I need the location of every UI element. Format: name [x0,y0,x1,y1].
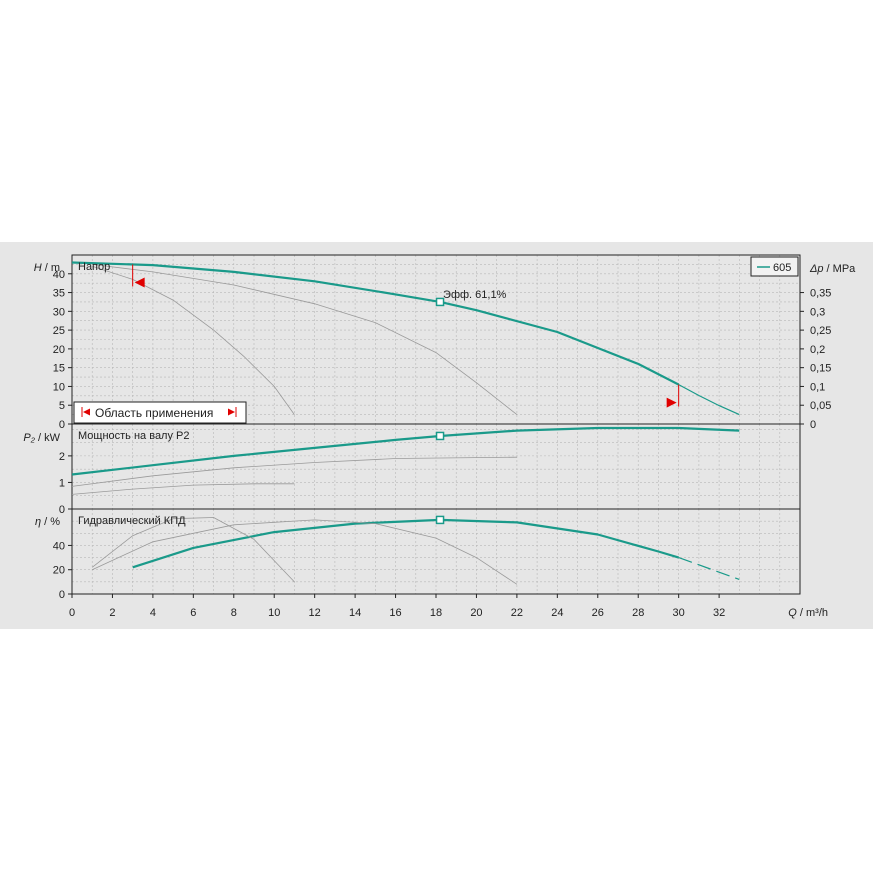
y-axis-symbol: P₂ [23,432,35,444]
y-tick-label: 25 [53,325,65,337]
y-tick-label: 40 [53,540,65,552]
duty-point-marker [435,515,445,525]
x-axis-sep: / [797,607,806,619]
x-axis-label: Q / m³/h [788,607,828,619]
y2-tick-label: 0,3 [810,306,825,318]
main-curve-1 [678,557,740,580]
x-tick-label: 6 [190,607,196,619]
y2-tick-label: 0,1 [810,381,825,393]
y-tick-label: 30 [53,306,65,318]
y-tick-label: 10 [53,381,65,393]
y2-tick-label: 0,25 [810,325,831,337]
y-tick-label: 0 [59,419,65,431]
x-tick-label: 4 [150,607,156,619]
secondary-curve-1 [71,456,517,487]
x-tick-label: 14 [349,607,361,619]
y-tick-label: 0 [59,589,65,601]
x-axis-unit: m³/h [806,607,828,619]
x-tick-label: 28 [632,607,644,619]
y-tick-label: 2 [59,451,65,463]
y2-tick-label: 0 [810,419,816,431]
secondary-curve-2 [92,519,518,585]
y-axis-unit: kW [44,432,61,444]
y-axis-label: P₂ / kW [23,432,60,444]
x-tick-label: 16 [389,607,401,619]
panel-title: Напор [78,261,110,273]
legend-box [750,256,799,277]
x-tick-label: 10 [268,607,280,619]
y-tick-label: 35 [53,288,65,300]
y-axis-symbol: H [34,262,42,274]
secondary-curve-2 [92,264,518,415]
secondary-curve-2 [71,483,295,495]
panel-title: Мощность на валу P2 [78,430,190,442]
y2-tick-label: 0,35 [810,288,831,300]
secondary-curve-3 [91,517,295,583]
x-tick-label: 32 [713,607,725,619]
y-tick-label: 40 [53,269,65,281]
x-tick-label: 0 [69,607,75,619]
y2-axis-sep: / [824,263,833,275]
duty-point-marker [435,431,445,441]
y-tick-label: 5 [59,400,65,412]
range-label: Область применения [95,406,213,420]
x-tick-label: 20 [470,607,482,619]
main-curve-1 [678,384,740,416]
y2-axis-label: Δp / MPa [809,263,856,275]
x-tick-label: 2 [109,607,115,619]
range-right-arrow-icon [228,408,235,416]
range-left-arrow-icon [83,408,90,416]
y2-axis-symbol: Δp [809,263,824,275]
y-axis-symbol: η [35,516,41,528]
y2-axis-unit: MPa [833,263,857,275]
y-tick-label: 0 [59,504,65,516]
x-tick-label: 26 [592,607,604,619]
x-tick-label: 12 [309,607,321,619]
y-axis-sep: / [42,262,51,274]
y-tick-label: 15 [53,363,65,375]
duty-point-marker [435,297,445,307]
y-axis-label: η / % [35,516,60,528]
y-axis-label: H / m [34,262,60,274]
x-tick-label: 8 [231,607,237,619]
y-axis-sep: / [35,432,44,444]
x-tick-label: 24 [551,607,563,619]
x-tick-label: 22 [511,607,523,619]
y2-tick-label: 0,2 [810,344,825,356]
duty-point-label: Эфф. 61,1% [443,289,507,301]
main-curve-0 [71,261,680,386]
y2-tick-label: 0,15 [810,363,831,375]
x-tick-label: 30 [673,607,685,619]
y2-tick-label: 0,05 [810,400,831,412]
range-limit-arrow [666,397,677,408]
y-tick-label: 1 [59,477,65,489]
y-tick-label: 20 [53,344,65,356]
y-tick-label: 20 [53,565,65,577]
legend-label: 605 [773,262,791,274]
panel-title: Гидравлический КПД [78,515,186,527]
y-axis-sep: / [41,516,50,528]
range-limit-arrow [134,277,145,288]
y-axis-unit: m [51,262,60,274]
x-tick-label: 18 [430,607,442,619]
range-label-box [73,401,247,424]
x-axis-symbol: Q [788,607,797,619]
main-curve-0 [71,426,740,476]
y-axis-unit: % [50,516,60,528]
